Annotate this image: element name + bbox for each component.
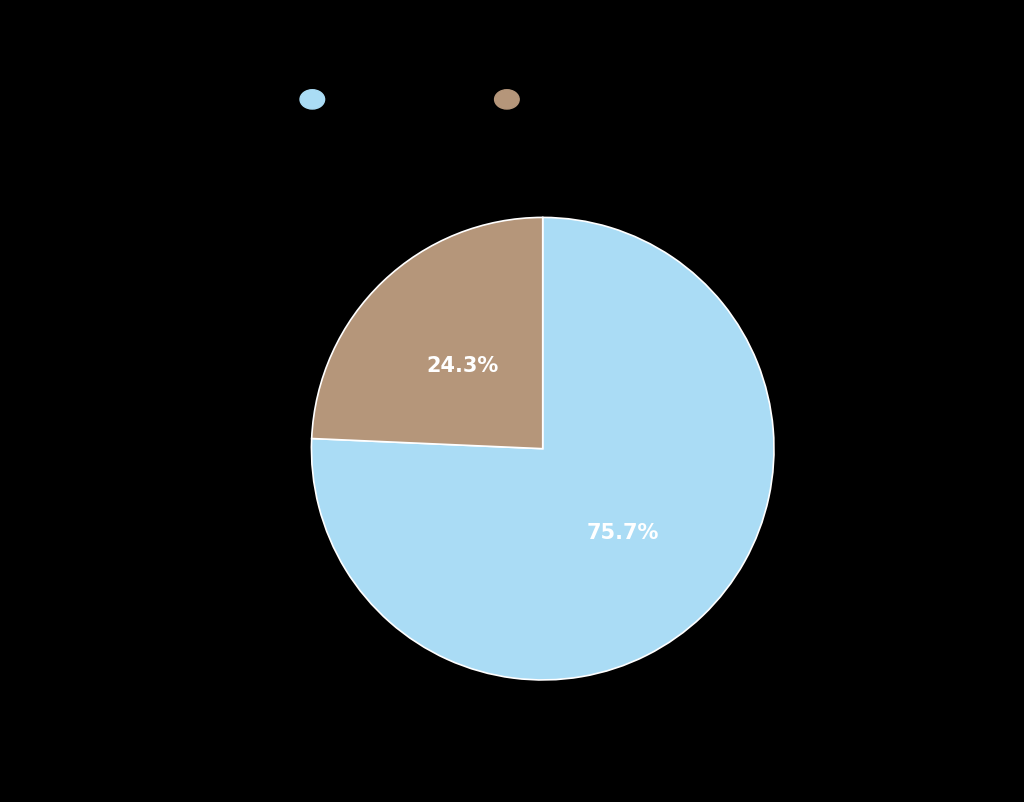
Wedge shape [311,218,543,449]
Text: 24.3%: 24.3% [427,356,499,375]
Wedge shape [311,218,774,680]
Text: 75.7%: 75.7% [587,523,658,542]
